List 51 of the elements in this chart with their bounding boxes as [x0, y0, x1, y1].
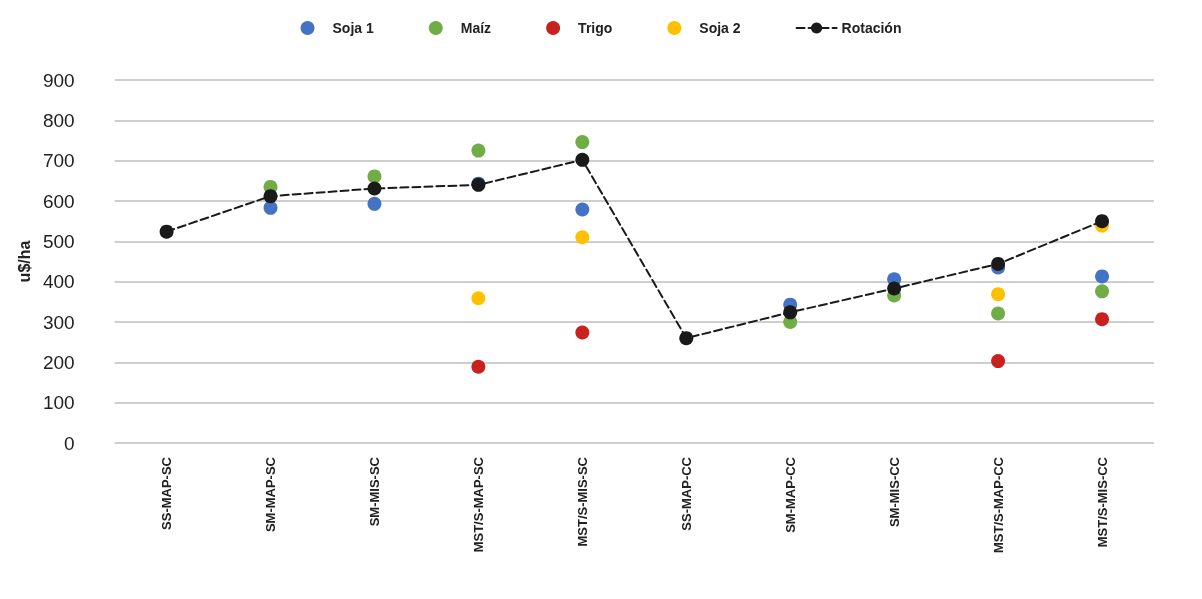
point: [575, 202, 590, 217]
x-tick-label: MST/S-MIS-CC: [1094, 456, 1110, 548]
y-tick-label: 800: [42, 109, 75, 131]
point: [575, 230, 590, 245]
point: [991, 306, 1006, 321]
y-tick-label: 300: [42, 311, 75, 333]
point: [1095, 214, 1110, 229]
point: [991, 354, 1006, 369]
point: [991, 287, 1006, 302]
y-tick-label: 700: [42, 150, 75, 172]
point: [1095, 312, 1110, 327]
y-tick-label: 500: [42, 230, 75, 252]
y-tick-label: 600: [42, 190, 75, 212]
point: [159, 224, 174, 239]
point: [263, 200, 278, 215]
x-tick-label: SS-MAP-SC: [159, 456, 175, 530]
legend-label: Trigo: [578, 20, 613, 36]
legend-label: Rotación: [841, 20, 902, 36]
point: [1095, 284, 1110, 299]
legend-label: Soja 1: [332, 20, 374, 36]
x-tick-label: MST/S-MAP-CC: [990, 456, 1006, 554]
point: [367, 169, 382, 184]
y-tick-label: 100: [42, 392, 75, 414]
point: [783, 305, 798, 320]
x-tick-label: SM-MIS-SC: [366, 456, 382, 527]
x-tick-label: SM-MAP-CC: [782, 456, 798, 533]
x-tick-label: MST/S-MAP-SC: [470, 456, 486, 553]
x-tick-label: SM-MIS-CC: [886, 456, 902, 528]
point: [471, 291, 486, 306]
point: [471, 359, 486, 374]
legend-label: Soja 2: [699, 20, 741, 36]
point: [367, 181, 382, 196]
point: [679, 331, 694, 346]
y-tick-label: 0: [64, 432, 75, 454]
x-tick-label: MST/S-MIS-SC: [574, 456, 590, 547]
point: [991, 256, 1006, 271]
x-tick-label: SS-MAP-CC: [678, 456, 694, 531]
point: [575, 152, 590, 167]
legend-label: Maíz: [460, 20, 492, 36]
point: [575, 325, 590, 340]
y-tick-label: 900: [42, 69, 75, 91]
point: [367, 196, 382, 211]
point: [263, 189, 278, 204]
y-axis-title: u$/ha: [15, 240, 33, 283]
y-tick-label: 200: [42, 351, 75, 373]
point: [471, 143, 486, 158]
point: [575, 135, 590, 150]
point: [887, 281, 902, 296]
x-tick-label: SM-MAP-SC: [263, 456, 279, 533]
y-tick-label: 400: [42, 271, 75, 293]
point: [1095, 269, 1110, 284]
